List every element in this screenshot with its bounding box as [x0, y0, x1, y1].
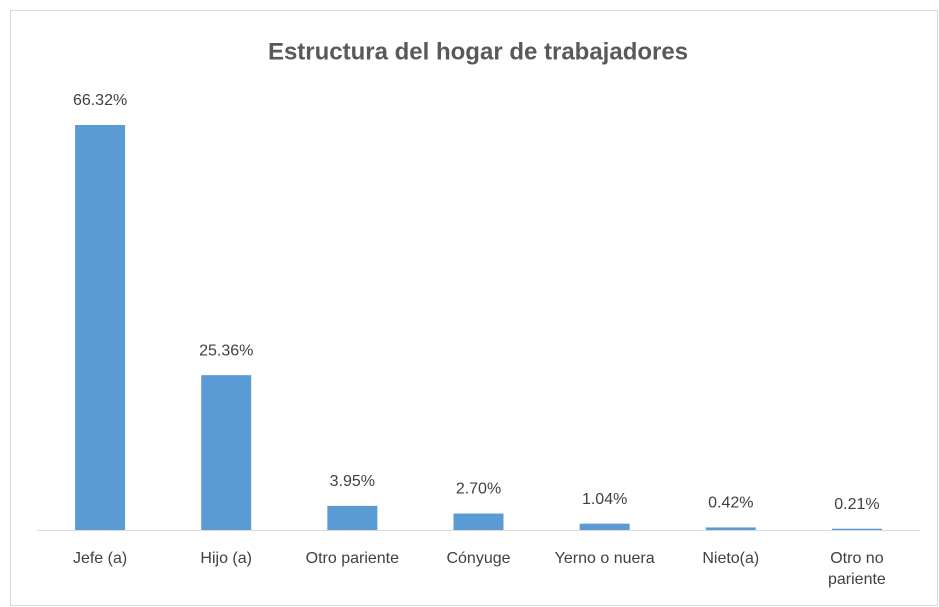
data-label: 1.04% [582, 491, 627, 508]
bar [831, 528, 882, 530]
chart-title: Estructura del hogar de trabajadores [268, 38, 688, 65]
x-tick-label: Hijo (a) [200, 550, 252, 567]
data-label: 0.42% [708, 495, 753, 512]
x-tick-label: Otro pariente [305, 550, 400, 567]
bar [453, 513, 504, 530]
data-label: 66.32% [73, 92, 127, 109]
x-tick-label: Yerno o nuera [554, 550, 655, 567]
data-label: 2.70% [456, 481, 501, 498]
x-tick-label: Nieto(a) [702, 550, 760, 567]
chart-frame [10, 10, 938, 606]
data-label: 25.36% [199, 342, 253, 359]
data-label: 0.21% [834, 496, 879, 513]
x-tick-label: Cónyuge [446, 550, 511, 567]
data-label: 3.95% [330, 473, 375, 490]
x-tick-label: Otro no pariente [828, 550, 886, 588]
bar [705, 527, 756, 530]
bar [75, 125, 126, 530]
bar [201, 375, 252, 530]
x-tick-label: Jefe (a) [72, 550, 128, 567]
bar [327, 505, 378, 530]
bar [579, 523, 630, 530]
